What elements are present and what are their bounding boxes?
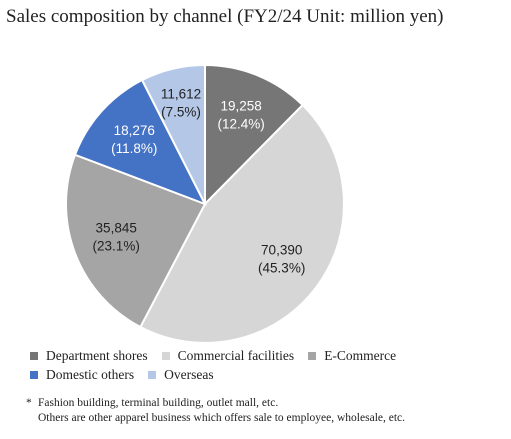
pie-slice-e-commerce bbox=[65, 153, 207, 329]
slice-value-label: 18,276 bbox=[114, 123, 155, 138]
legend-item-department-shores: Department shores bbox=[30, 348, 148, 364]
legend-row: Department shores Commercial facilities … bbox=[30, 346, 500, 365]
slice-percent-label: (12.4%) bbox=[217, 117, 264, 132]
slice-value-label: 19,258 bbox=[220, 99, 261, 114]
legend-item-e-commerce: E-Commerce bbox=[308, 348, 396, 364]
legend: Department shores Commercial facilities … bbox=[30, 346, 500, 384]
legend-swatch bbox=[148, 370, 157, 379]
footnote-text-2: Others are other apparel business which … bbox=[38, 412, 406, 424]
footnote-line-1: * Fashion building, terminal building, ou… bbox=[26, 396, 405, 411]
slice-percent-label: (23.1%) bbox=[93, 238, 140, 253]
slice-value-label: 35,845 bbox=[96, 220, 137, 235]
legend-row: Domestic others Overseas bbox=[30, 365, 500, 384]
pie-slice-commercial-facilities bbox=[139, 103, 345, 345]
legend-label: Overseas bbox=[164, 366, 214, 382]
legend-item-overseas: Overseas bbox=[148, 366, 214, 383]
legend-swatch bbox=[30, 370, 38, 379]
legend-swatch bbox=[308, 351, 317, 360]
legend-label: Commercial facilities bbox=[177, 347, 295, 363]
slice-value-label: 11,612 bbox=[161, 86, 201, 101]
legend-label: Department shores bbox=[46, 347, 148, 363]
legend-label: E-Commerce bbox=[324, 347, 397, 363]
pie-chart: 19,258 (12.4%) 70,390 (45.3%) 35,845 (23.1%) 1… bbox=[65, 63, 345, 345]
footnote-mark: * bbox=[26, 397, 32, 409]
legend-swatch bbox=[161, 351, 170, 360]
slice-percent-label: (7.5%) bbox=[161, 104, 201, 119]
pie-slice-overseas bbox=[140, 63, 206, 205]
slice-percent-label: (45.3%) bbox=[258, 261, 305, 276]
legend-label: Domestic others bbox=[46, 366, 135, 382]
footnote-text-1: Fashion building, terminal building, out… bbox=[38, 397, 279, 409]
footnote: * Fashion building, terminal building, ou… bbox=[26, 396, 405, 426]
pie-slice-domestic-others bbox=[73, 78, 208, 206]
legend-item-commercial-facilities: Commercial facilities bbox=[161, 347, 295, 364]
chart-title: Sales composition by channel (FY2/24 Uni… bbox=[6, 6, 444, 27]
footnote-line-2: Others are other apparel business which … bbox=[26, 411, 405, 426]
slice-value-label: 70,390 bbox=[261, 243, 302, 258]
pie-slice-department-shores bbox=[204, 63, 305, 207]
slice-percent-label: (11.8%) bbox=[111, 141, 157, 156]
legend-item-domestic-others: Domestic others bbox=[30, 367, 134, 383]
legend-swatch bbox=[30, 351, 38, 360]
